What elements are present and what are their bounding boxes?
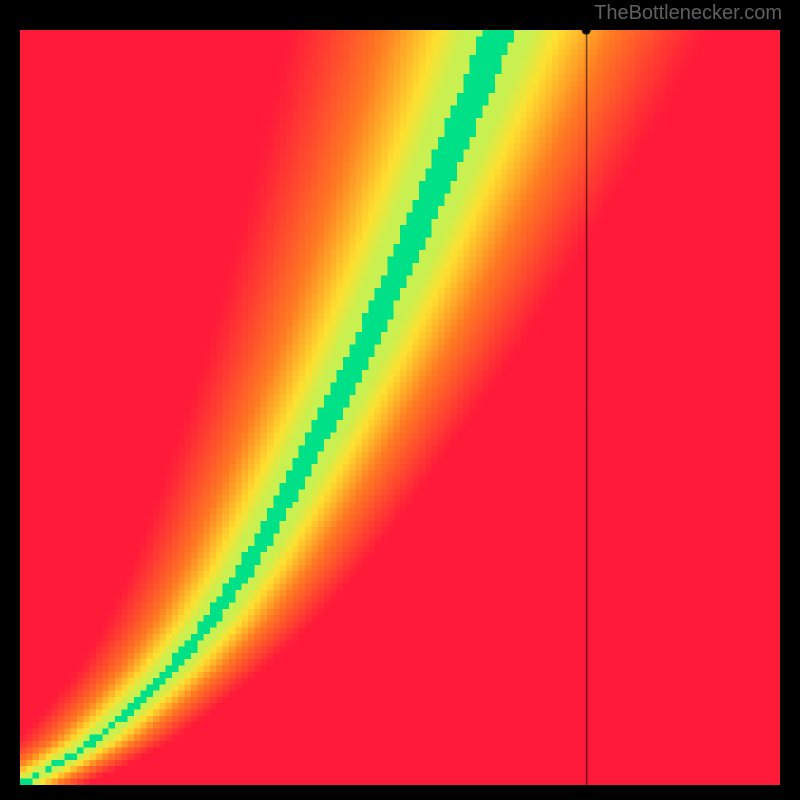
bottleneck-heatmap	[20, 30, 780, 785]
attribution-text: TheBottlenecker.com	[594, 2, 782, 25]
chart-container: TheBottlenecker.com	[0, 0, 800, 800]
